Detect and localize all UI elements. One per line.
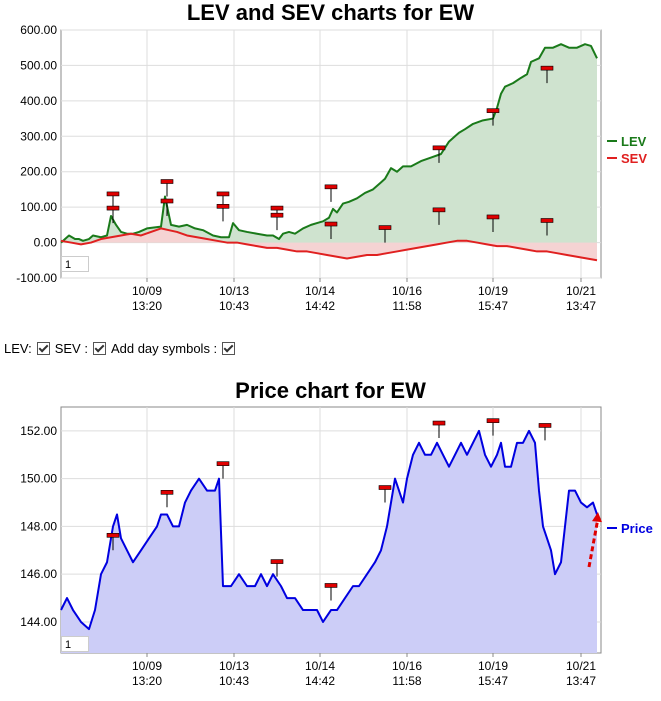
y-tick-label: 500.00	[20, 58, 57, 72]
y-tick-label: 400.00	[20, 94, 57, 108]
x-tick-date: 10/16	[392, 659, 422, 673]
day-flag	[432, 420, 446, 426]
x-tick-date: 10/09	[132, 284, 162, 298]
y-tick-label: 146.00	[20, 567, 57, 581]
day-flag	[216, 204, 230, 209]
y-tick-label: 200.00	[20, 165, 57, 179]
x-tick-time: 11:58	[392, 299, 421, 313]
x-tick-time: 10:43	[219, 674, 249, 688]
day-flag	[432, 207, 446, 213]
day-flag	[540, 65, 554, 71]
y-tick-label: 0.00	[34, 236, 58, 250]
day-symbols-checkbox[interactable]	[222, 342, 236, 355]
y-tick-label: 150.00	[20, 472, 57, 486]
x-tick-date: 10/13	[219, 659, 249, 673]
day-flag	[378, 225, 392, 230]
sev-toggle-label: SEV :	[54, 341, 88, 356]
y-tick-label: 100.00	[20, 200, 57, 214]
series-line-sev	[60, 227, 598, 262]
x-tick-date: 10/14	[305, 284, 335, 298]
y-tick-label: 148.00	[20, 519, 57, 533]
day-flag	[160, 490, 174, 495]
x-tick-time: 13:20	[132, 299, 162, 313]
x-tick-date: 10/09	[132, 659, 162, 673]
x-tick-time: 10:43	[219, 299, 249, 313]
series-line-price	[60, 429, 598, 631]
day-flag	[378, 485, 392, 490]
lev-sev-chart-title: LEV and SEV charts for EW	[186, 0, 475, 25]
legend-sev: SEV	[621, 151, 647, 166]
price-chart-title: Price chart for EW	[235, 378, 426, 403]
x-tick-date: 10/21	[566, 659, 596, 673]
legend-price: Price	[621, 521, 653, 536]
sev-checkbox[interactable]	[92, 342, 106, 355]
day-flag	[486, 418, 500, 423]
lev-sev-chart[interactable]: 600.00 500.00 400.00 300.00 200.00 100.00 0.00…	[0, 0, 661, 320]
day-flag	[216, 461, 230, 466]
y-tick-label: 144.00	[20, 615, 57, 629]
x-tick-date: 10/19	[478, 659, 508, 673]
chart-controls: LEV: SEV : Add day symbols :	[4, 341, 237, 356]
price-zoom-box[interactable]: 1	[61, 636, 89, 652]
y-tick-label: 600.00	[20, 23, 57, 37]
x-tick-time: 13:20	[132, 674, 162, 688]
series-area-sev	[61, 228, 597, 261]
x-tick-time: 14:42	[305, 299, 335, 313]
x-tick-time: 13:47	[566, 674, 596, 688]
x-tick-date: 10/16	[392, 284, 422, 298]
day-flag	[324, 221, 338, 227]
day-flag	[106, 533, 120, 538]
legend-lev: LEV	[621, 134, 647, 149]
day-flag	[540, 218, 554, 223]
day-flag	[538, 423, 552, 428]
x-tick-time: 15:47	[478, 299, 508, 313]
day-flag	[106, 191, 120, 197]
x-tick-date: 10/14	[305, 659, 335, 673]
x-tick-date: 10/19	[478, 284, 508, 298]
day-flag	[106, 205, 120, 211]
lev-toggle-label: LEV:	[4, 341, 32, 356]
trend-arrow-head	[592, 512, 602, 523]
y-tick-label: -100.00	[16, 271, 57, 285]
day-flag	[432, 145, 446, 151]
day-flag	[486, 214, 500, 220]
x-tick-time: 11:58	[392, 674, 421, 688]
x-tick-time: 14:42	[305, 674, 335, 688]
x-tick-time: 15:47	[478, 674, 508, 688]
y-tick-label: 152.00	[20, 424, 57, 438]
day-flag	[270, 559, 284, 564]
day-flag	[324, 583, 338, 588]
day-flag	[160, 179, 174, 184]
x-tick-date: 10/21	[566, 284, 596, 298]
y-tick-label: 300.00	[20, 129, 57, 143]
x-tick-time: 13:47	[566, 299, 596, 313]
trend-arrow-shaft	[587, 517, 600, 568]
day-flag	[216, 191, 230, 197]
day-flag	[270, 212, 284, 218]
series-area-lev	[61, 44, 597, 243]
day-flag	[486, 108, 500, 113]
lev-zoom-box[interactable]: 1	[61, 256, 89, 272]
lev-checkbox[interactable]	[36, 342, 50, 355]
day-flag	[160, 198, 174, 204]
day-flag	[324, 184, 338, 190]
day-flag	[270, 205, 284, 211]
day-symbols-label: Add day symbols :	[110, 341, 218, 356]
x-tick-date: 10/13	[219, 284, 249, 298]
